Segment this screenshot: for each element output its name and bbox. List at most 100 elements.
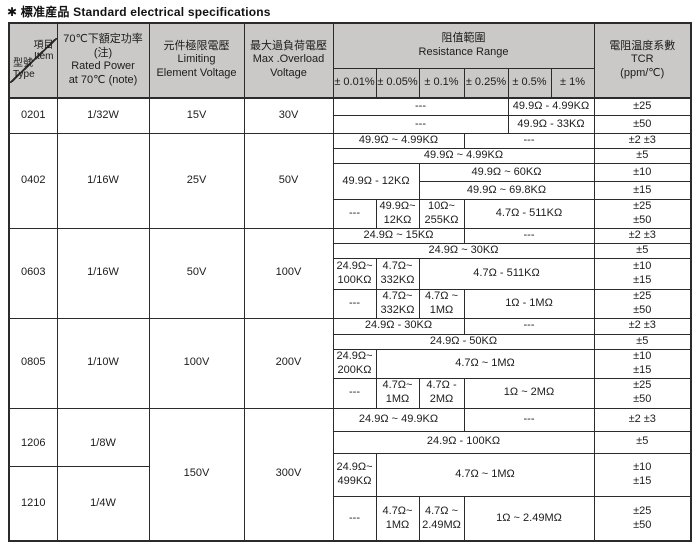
power-cell-0201: 1/32W xyxy=(56,96,150,134)
range-cell: 4.7Ω~ 1MΩ xyxy=(375,496,420,542)
spec-row: 0805 1/10W 100V 200V 24.9Ω - 30KΩ --- ±2… xyxy=(8,317,692,409)
spec-row: 1206 1210 1/8W 1/4W 150V 300V 24.9Ω ~ 49… xyxy=(8,407,692,542)
range-cell: 1Ω ~ 2MΩ xyxy=(463,377,595,409)
tcr-cell: ±5 xyxy=(593,333,692,350)
header-rated-power: 70℃下額定功率(注) Rated Power at 70℃ (note) xyxy=(56,22,150,98)
power-1210: 1/4W xyxy=(90,496,116,509)
tcr-cell: ±2 ±3 xyxy=(593,407,692,432)
spec-row: --- 49.9Ω~ 12KΩ 10Ω~ 255KΩ 4.7Ω - 511KΩ … xyxy=(9,199,692,229)
range-cell: 49.9Ω - 12KΩ xyxy=(332,163,420,200)
range-cell: 24.9Ω~ 499KΩ xyxy=(332,452,377,498)
range-cell: 24.9Ω - 30KΩ xyxy=(332,317,465,335)
overload-cell-0603: 100V xyxy=(243,227,334,319)
overload-cell-0201: 30V xyxy=(243,96,334,134)
range-cell: 1Ω - 1MΩ xyxy=(463,288,595,319)
spec-row: 24.9Ω ~ 30KΩ ±5 xyxy=(9,242,692,259)
corner-item-label: 項目 Item xyxy=(33,39,54,63)
range-cell: --- xyxy=(463,407,595,432)
power-1206: 1/8W xyxy=(58,422,148,468)
spec-row: 0603 1/16W 50V 100V 24.9Ω ~ 15KΩ --- ±2 … xyxy=(8,227,692,319)
range-cell: 4.7Ω~ 1MΩ xyxy=(375,377,420,409)
power-cell-0402: 1/16W xyxy=(56,133,150,229)
tcr-cell: ±5 xyxy=(593,430,692,454)
tcr-cell: ±2 ±3 xyxy=(593,227,692,244)
range-cell: 4.7Ω - 511KΩ xyxy=(418,257,595,290)
tcr-cell: ±25 ±50 xyxy=(593,199,692,229)
limiting-cell-0805: 100V xyxy=(148,317,245,409)
range-cell: 4.7Ω ~ 1MΩ xyxy=(418,288,465,319)
range-cell: --- xyxy=(332,96,509,116)
tcr-cell: ±10 ±15 xyxy=(593,348,692,379)
range-cell: --- xyxy=(332,496,377,542)
range-cell: --- xyxy=(332,199,377,229)
tcr-cell: ±10 ±15 xyxy=(593,257,692,290)
range-cell: 49.9Ω - 4.99KΩ xyxy=(507,96,595,116)
spec-row: 49.9Ω - 12KΩ 49.9Ω ~ 60KΩ ±10 xyxy=(9,163,692,200)
range-cell: 4.7Ω~ 332KΩ xyxy=(375,257,420,290)
range-cell: 24.9Ω - 100KΩ xyxy=(332,430,595,454)
tcr-cell: ±5 xyxy=(593,148,692,164)
tcr-cell: ±25 xyxy=(593,96,692,116)
range-cell: --- xyxy=(332,377,377,409)
tcr-cell: ±50 xyxy=(593,115,692,134)
range-cell: 4.7Ω ~ 2.49MΩ xyxy=(418,496,465,542)
tcr-cell: ±5 xyxy=(593,242,692,259)
spec-row: --- 4.7Ω~ 1MΩ 4.7Ω - 2MΩ 1Ω ~ 2MΩ ±25 ±5… xyxy=(9,377,692,409)
range-cell: 49.9Ω ~ 60KΩ xyxy=(418,163,595,182)
spec-row: 24.9Ω - 100KΩ ±5 xyxy=(9,430,692,454)
tcr-cell: ±2 ±3 xyxy=(593,317,692,335)
range-cell: 4.7Ω ~ 1MΩ xyxy=(375,348,595,379)
range-cell: 4.7Ω - 511KΩ xyxy=(463,199,595,229)
spec-table: 項目 Item 型號 Type 70℃下額定功率(注) Rated Power … xyxy=(8,22,692,542)
tcr-cell: ±10 ±15 xyxy=(593,452,692,498)
type-1210: 1210 xyxy=(21,496,46,509)
spec-row: --- 4.7Ω~ 332KΩ 4.7Ω ~ 1MΩ 1Ω - 1MΩ ±25 … xyxy=(9,288,692,319)
range-cell: 4.7Ω - 2MΩ xyxy=(418,377,465,409)
overload-cell-1206-1210: 300V xyxy=(243,407,334,542)
range-cell: 10Ω~ 255KΩ xyxy=(418,199,465,229)
type-cell-0402: 0402 xyxy=(8,133,58,229)
tcr-cell: ±25 ±50 xyxy=(593,288,692,319)
range-cell: 24.9Ω ~ 15KΩ xyxy=(332,227,465,244)
type-cell-0603: 0603 xyxy=(8,227,58,319)
range-cell: --- xyxy=(463,227,595,244)
type-1206: 1206 xyxy=(10,422,56,468)
header-tcr: 電阻温度系數 TCR (ppm/℃) xyxy=(593,22,692,98)
type-cell-0805: 0805 xyxy=(8,317,58,409)
header-tol-001: ± 0.01% xyxy=(332,67,377,98)
range-cell: --- xyxy=(332,288,377,319)
range-cell: 49.9Ω~ 12KΩ xyxy=(375,199,420,229)
range-cell: 24.9Ω - 50KΩ xyxy=(332,333,595,350)
range-cell: 49.9Ω - 33KΩ xyxy=(507,115,595,134)
tcr-cell: ±25 ±50 xyxy=(593,377,692,409)
range-cell: 24.9Ω~ 100KΩ xyxy=(332,257,377,290)
range-cell: 24.9Ω ~ 49.9KΩ xyxy=(332,407,465,432)
range-cell: 1Ω ~ 2.49MΩ xyxy=(463,496,595,542)
range-cell: 49.9Ω ~ 4.99KΩ xyxy=(332,133,465,149)
type-cell-1206-1210: 1206 1210 xyxy=(8,407,58,542)
overload-cell-0402: 50V xyxy=(243,133,334,229)
header-limiting-voltage: 元件極限電壓 Limiting Element Voltage xyxy=(148,22,245,98)
tcr-cell: ±15 xyxy=(593,181,692,200)
range-cell: --- xyxy=(463,317,595,335)
overload-cell-0805: 200V xyxy=(243,317,334,409)
spec-row: 0402 1/16W 25V 50V 49.9Ω ~ 4.99KΩ --- ±2… xyxy=(8,133,692,229)
limiting-cell-1206-1210: 150V xyxy=(148,407,245,542)
range-cell: 4.7Ω ~ 1MΩ xyxy=(375,452,595,498)
header-overload-voltage: 最大過負荷電壓 Max .Overload Voltage xyxy=(243,22,334,98)
header-tol-025: ± 0.25% xyxy=(463,67,509,98)
header-tol-05: ± 0.5% xyxy=(507,67,552,98)
page-title: ✱ 標准産品 Standard electrical specification… xyxy=(7,5,271,19)
header-tol-1: ± 1% xyxy=(550,67,595,98)
corner-header-cell: 項目 Item 型號 Type xyxy=(8,22,58,98)
range-cell: 24.9Ω~ 200KΩ xyxy=(332,348,377,379)
power-cell-1206-1210: 1/8W 1/4W xyxy=(56,407,150,542)
type-cell-0201: 0201 xyxy=(8,96,58,134)
range-cell: 49.9Ω ~ 69.8KΩ xyxy=(418,181,595,200)
header-row-2: ± 0.01% ± 0.05% ± 0.1% ± 0.25% ± 0.5% ± … xyxy=(9,67,691,98)
range-cell: --- xyxy=(463,133,595,149)
range-cell: 49.9Ω ~ 4.99KΩ xyxy=(332,148,595,164)
tcr-cell: ±2 ±3 xyxy=(593,133,692,149)
header-tol-005: ± 0.05% xyxy=(375,67,420,98)
spec-row: 24.9Ω~ 200KΩ 4.7Ω ~ 1MΩ ±10 ±15 xyxy=(9,348,692,379)
